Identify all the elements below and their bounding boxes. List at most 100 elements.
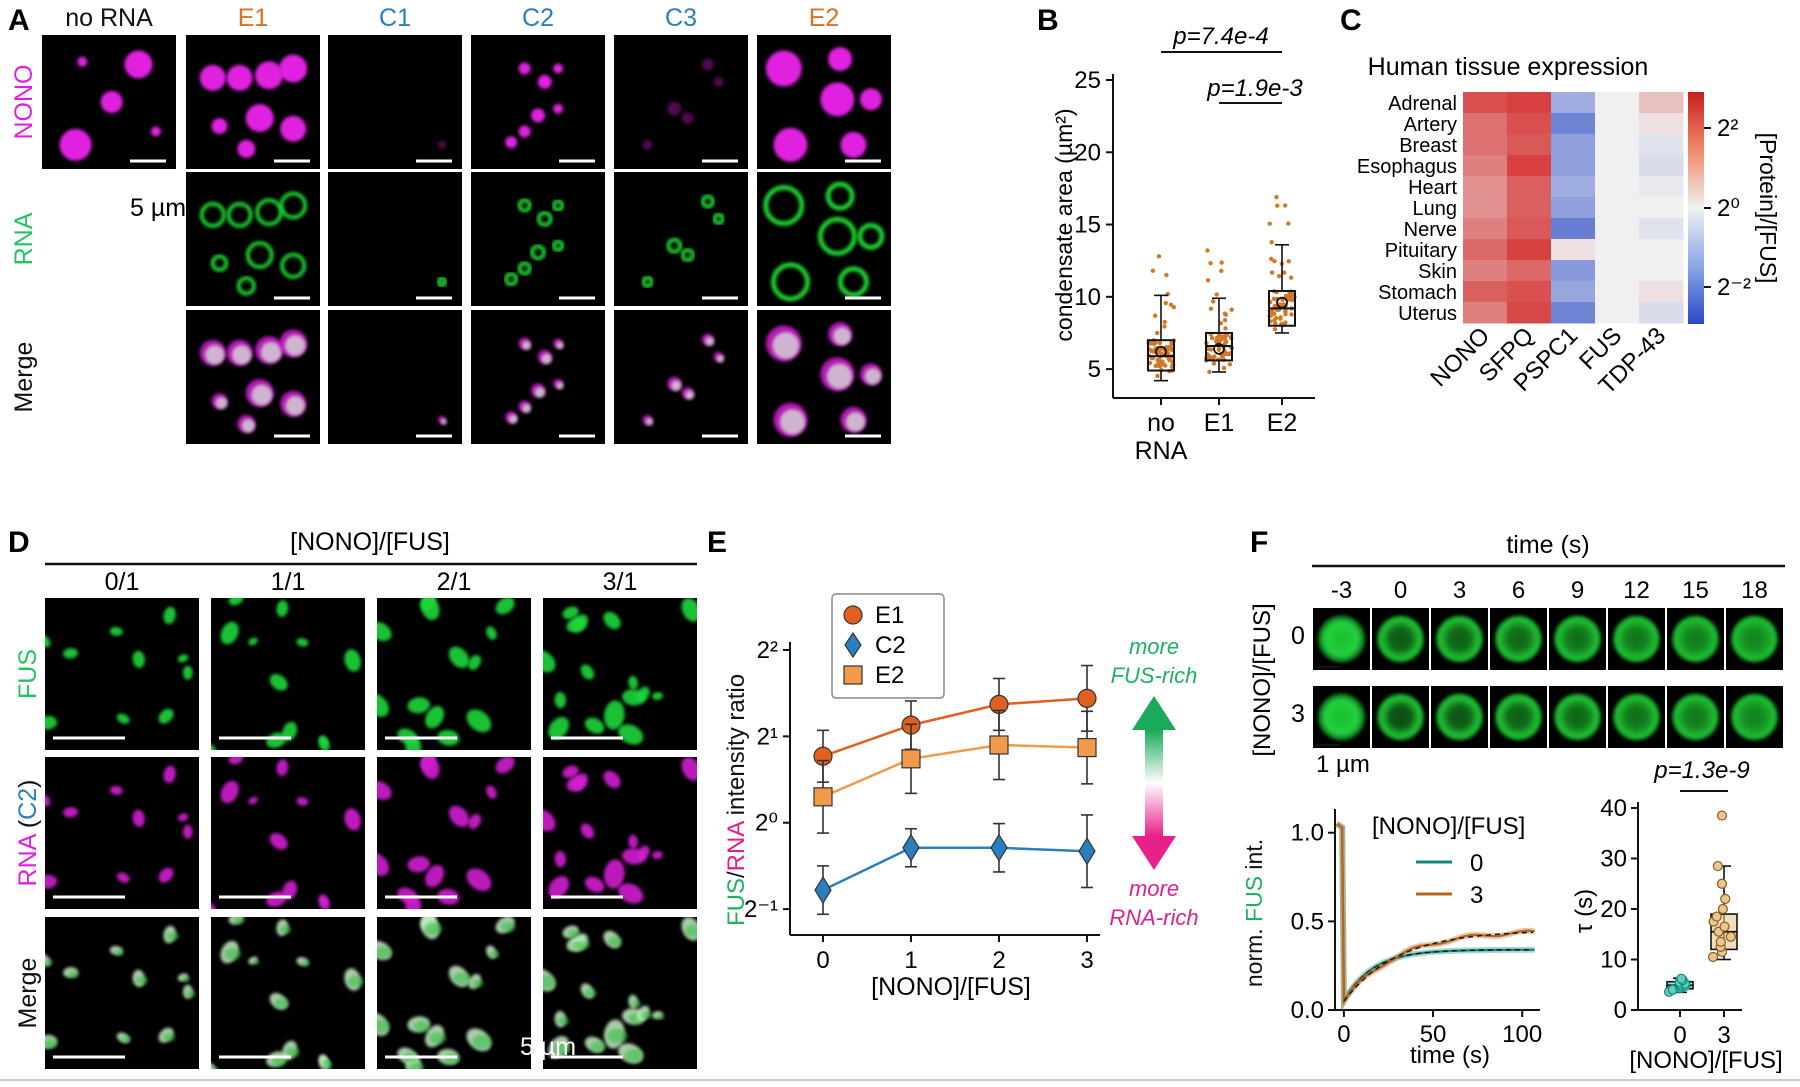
panel-label-e: E	[707, 526, 727, 559]
panel-f-time-label: 9	[1571, 577, 1584, 604]
panel-c-cell	[1463, 302, 1508, 324]
panel-c-colorbar-tick-label: 2⁰	[1717, 195, 1740, 222]
panel-c-cell	[1639, 176, 1684, 198]
panel-f-recovery-ylabel: norm. FUS int.	[1241, 839, 1267, 987]
panel-label-a: A	[8, 4, 30, 37]
panel-b-point	[1205, 278, 1211, 283]
panel-e-point	[990, 833, 1008, 862]
panel-d-micrograph	[377, 757, 531, 909]
panel-b-point	[1272, 259, 1277, 264]
panel-c-cell	[1639, 239, 1684, 261]
panel-b-point	[1272, 303, 1277, 309]
panel-c-cell	[1639, 113, 1684, 135]
panel-e-legend-label: C2	[875, 632, 906, 659]
panel-b-point	[1210, 335, 1215, 341]
panel-b-point	[1269, 240, 1274, 245]
panel-a-micrograph	[614, 35, 748, 169]
panel-e-point	[814, 875, 832, 905]
panel-d-micrograph	[211, 598, 365, 750]
panel-c-cell	[1595, 302, 1640, 324]
panel-d-column-labels: 0/1 1/1 2/1 3/1	[105, 568, 638, 596]
panel-f-frame	[1726, 686, 1783, 748]
panel-b-point	[1214, 292, 1219, 297]
panel-e-line	[822, 743, 1088, 798]
panel-label-d: D	[8, 526, 30, 559]
panel-e-point	[901, 749, 921, 769]
panel-f-tau-point	[1715, 936, 1726, 947]
panel-e-legend-marker	[844, 631, 862, 659]
panel-b-point	[1212, 354, 1217, 359]
panel-f-frame	[1431, 608, 1488, 670]
panel-d-micrograph	[543, 757, 697, 909]
panel-c-cell	[1595, 218, 1640, 240]
panel-f-tau-point	[1707, 951, 1719, 963]
panel-f-time-label: -3	[1331, 577, 1352, 604]
panel-b-point	[1208, 306, 1214, 311]
panel-b-point	[1222, 311, 1228, 316]
panel-b-point	[1221, 365, 1227, 371]
panel-d: [NONO]/[FUS] 0/1 1/1 2/1 3/1 FUS RNA (C2) M…	[14, 528, 697, 1069]
panel-c-cell	[1507, 302, 1552, 324]
panel-e-annotation-fus-a: more	[1129, 634, 1179, 659]
panel-e-chart: 2² 2¹ 2⁰ 2⁻¹ 0 1 2 3 E1 C2 E2 FUS/RNA intensity r…	[723, 593, 1199, 1001]
panel-f-tau-point	[1720, 893, 1731, 905]
panel-f-recovery-x-tick-label: 100	[1502, 1021, 1542, 1048]
panel-b-y-tick-label: 5	[1088, 356, 1101, 383]
panel-b-point	[1156, 254, 1162, 259]
panel-e-y-tick-label: 2²	[757, 637, 778, 664]
panel-c-cell	[1595, 197, 1640, 219]
panel-b-y-tick-label: 10	[1074, 284, 1101, 311]
panel-e-annotation-rna-a: more	[1129, 876, 1179, 901]
panel-b-y-tick-label: 20	[1074, 139, 1101, 166]
panel-b-point	[1208, 347, 1214, 352]
panel-f-frame	[1549, 686, 1606, 748]
panel-label-c: C	[1340, 4, 1362, 37]
panel-b-point	[1169, 341, 1175, 347]
panel-b-point	[1162, 324, 1167, 329]
panel-c-row-label: Pituitary	[1385, 240, 1457, 262]
panel-e-x-tick-label: 3	[1080, 947, 1093, 974]
panel-e-x-tick-label: 1	[904, 947, 917, 974]
panel-e-x-tick-label: 2	[992, 947, 1005, 974]
panel-b-point	[1211, 299, 1216, 304]
panel-d-micrographs	[45, 598, 697, 1069]
panel-b-mean	[1213, 342, 1225, 355]
panel-a-micrograph	[757, 310, 891, 444]
panel-b-point	[1276, 273, 1282, 279]
panel-f-frame	[1372, 608, 1429, 670]
panel-e-xlabel: [NONO]/[FUS]	[871, 973, 1031, 1001]
panel-f-tau-ylabel: τ (s)	[1571, 889, 1598, 933]
panel-e-line	[822, 846, 1088, 892]
panel-c-cell	[1551, 218, 1596, 240]
panel-b-point	[1222, 336, 1228, 341]
panel-f-time-label: 15	[1682, 577, 1709, 604]
panel-b-point	[1273, 320, 1278, 326]
panel-b-point	[1282, 203, 1288, 208]
panel-f-tau-x-tick-label: 3	[1717, 1022, 1730, 1049]
panel-a-micrograph	[186, 310, 320, 444]
panel-a-micrograph	[471, 310, 605, 444]
panel-e-annotation-rna-b: RNA-rich	[1109, 905, 1198, 930]
panel-c-cell	[1595, 260, 1640, 282]
panel-a-micrograph	[471, 35, 605, 169]
panel-b-pvalue: p=7.4e-4	[1172, 23, 1268, 50]
panel-e-axes: 2² 2¹ 2⁰ 2⁻¹ 0 1 2 3	[744, 637, 1100, 974]
panel-c-cell	[1639, 218, 1684, 240]
panel-b-point	[1222, 340, 1228, 346]
panel-b-point	[1289, 312, 1294, 317]
panel-f-frap-frames	[1313, 608, 1783, 748]
panel-c-cell	[1551, 155, 1596, 177]
panel-c-cell	[1463, 218, 1508, 240]
panel-a-micrograph	[471, 172, 605, 306]
panel-b-point	[1288, 275, 1294, 280]
panel-c-cell	[1463, 281, 1508, 303]
panel-c-row-labels: AdrenalArteryBreastEsophagusHeartLungNer…	[1357, 93, 1458, 325]
panel-e-point	[813, 787, 833, 807]
panel-a-micrograph	[614, 172, 748, 306]
panel-b-point	[1274, 195, 1279, 200]
panel-b-point	[1155, 373, 1160, 379]
panel-b-point	[1273, 315, 1279, 321]
panel-c-cell	[1595, 239, 1640, 261]
panel-a-column-label: E2	[809, 4, 840, 32]
panel-b-point	[1162, 319, 1167, 325]
